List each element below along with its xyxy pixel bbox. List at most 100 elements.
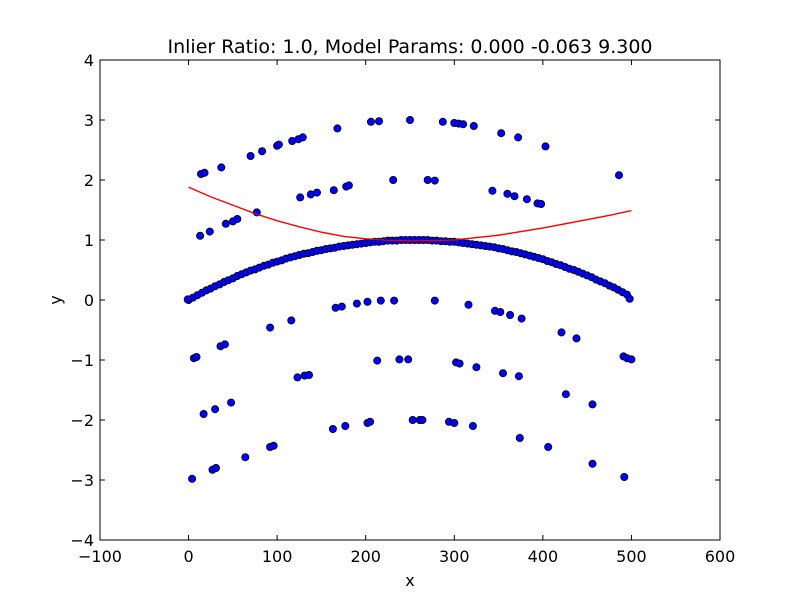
y-tick-label: −3 [70,471,94,490]
scatter-point [430,176,439,185]
scatter-point [544,442,553,451]
x-tick-label: 200 [350,547,381,566]
scatter-point [469,122,478,131]
scatter-point [517,314,526,323]
scatter-point [497,129,506,138]
scatter-point [537,199,546,208]
scatter-point [374,117,383,126]
x-tick-label: 0 [183,547,193,566]
scatter-point [455,359,464,368]
scatter-point [498,369,507,378]
scatter-point [304,370,313,379]
y-tick-label: 3 [84,111,94,130]
scatter-point [363,297,372,306]
scatter-point [241,453,250,462]
axis-ticks: −100 0 100 200 300 400 500 600 −4 −3 −2 −1 0 1 2 3 4 [70,51,735,566]
x-tick-label: 400 [528,547,559,566]
scatter-point [389,175,398,184]
y-tick-label: −2 [70,411,94,430]
scatter-point [246,151,255,160]
scatter-point [200,168,209,177]
scatter-point [514,133,523,142]
scatter-point [211,405,220,414]
y-tick-label: 0 [84,291,94,310]
scatter-point [366,117,375,126]
scatter-point [266,323,275,332]
model-fit-line-overlay [188,186,632,242]
scatter-point [221,219,230,228]
plot-frame [99,59,721,541]
scatter-point [312,188,321,197]
scatter-point [515,433,524,442]
scatter-point [328,424,337,433]
scatter-point [472,363,481,372]
scatter-point [510,192,519,201]
x-tick-label: 500 [616,547,647,566]
scatter-point [373,356,382,365]
x-tick-label: 300 [439,547,470,566]
scatter-point [615,171,624,180]
scatter-point [459,120,468,129]
scatter-point [217,163,226,172]
scatter-point [333,124,342,133]
scatter-point [488,186,497,195]
scatter-point [352,299,361,308]
y-tick-label: −1 [70,351,94,370]
scatter-point [464,300,473,309]
x-tick-label: 100 [262,547,293,566]
scatter-point [404,355,413,364]
scatter-point [408,415,417,424]
scatter-point [423,175,432,184]
y-tick-label: −4 [70,531,94,550]
scatter-point [233,214,242,223]
scatter-point [183,295,192,304]
scatter-point [199,409,208,418]
x-tick-label: 600 [705,547,736,566]
scatter-point [430,296,439,305]
scatter-point [438,117,447,126]
scatter-point [329,186,338,195]
scatter-point [496,307,505,316]
scatter-point [287,316,296,325]
scatter-point [341,421,350,430]
scatter-point [405,116,414,125]
x-tick-label: −100 [78,547,122,566]
scatter-point [572,334,581,343]
scatter-point [344,181,353,190]
scatter-point [376,296,385,305]
scatter-point [298,133,307,142]
scatter-point [468,421,477,430]
scatter-point [293,373,302,382]
scatter-point [337,302,346,311]
scatter-point [269,441,278,450]
y-tick-label: 2 [84,171,94,190]
scatter-point [522,195,531,204]
scatter-point [220,340,229,349]
scatter-point [625,294,634,303]
scatter-point [188,474,197,483]
scatter-point [296,193,305,202]
scatter-point [588,400,597,409]
chart-title: Inlier Ratio: 1.0, Model Params: 0.000 -… [167,36,652,58]
scatter-point [514,372,523,381]
scatter-point [503,189,512,198]
x-axis-label: x [405,571,414,590]
scatter-point [627,355,636,364]
plot-area [183,116,636,483]
scatter-point [258,147,267,156]
scatter-point [418,415,427,424]
scatter-point [620,472,629,481]
scatter-point [205,227,214,236]
scatter-point [274,140,283,149]
scatter-point [561,390,570,399]
scatter-point [506,310,515,319]
scatter-point [541,142,550,151]
scatter-point [450,418,459,427]
y-tick-label: 4 [84,51,94,70]
y-tick-label: 1 [84,231,94,250]
scatter-point [211,463,220,472]
scatter-point [227,398,236,407]
scatter-point [366,417,375,426]
scatter-point [196,231,205,240]
